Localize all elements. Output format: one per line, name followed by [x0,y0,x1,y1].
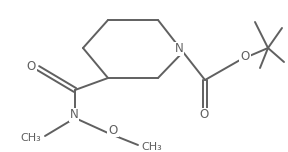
Text: CH₃: CH₃ [21,133,41,143]
Text: O: O [26,59,36,73]
Text: O: O [108,123,118,136]
Text: N: N [70,109,78,121]
Text: N: N [175,43,183,55]
Text: O: O [240,50,250,62]
Text: CH₃: CH₃ [142,142,162,152]
Text: O: O [199,109,209,121]
